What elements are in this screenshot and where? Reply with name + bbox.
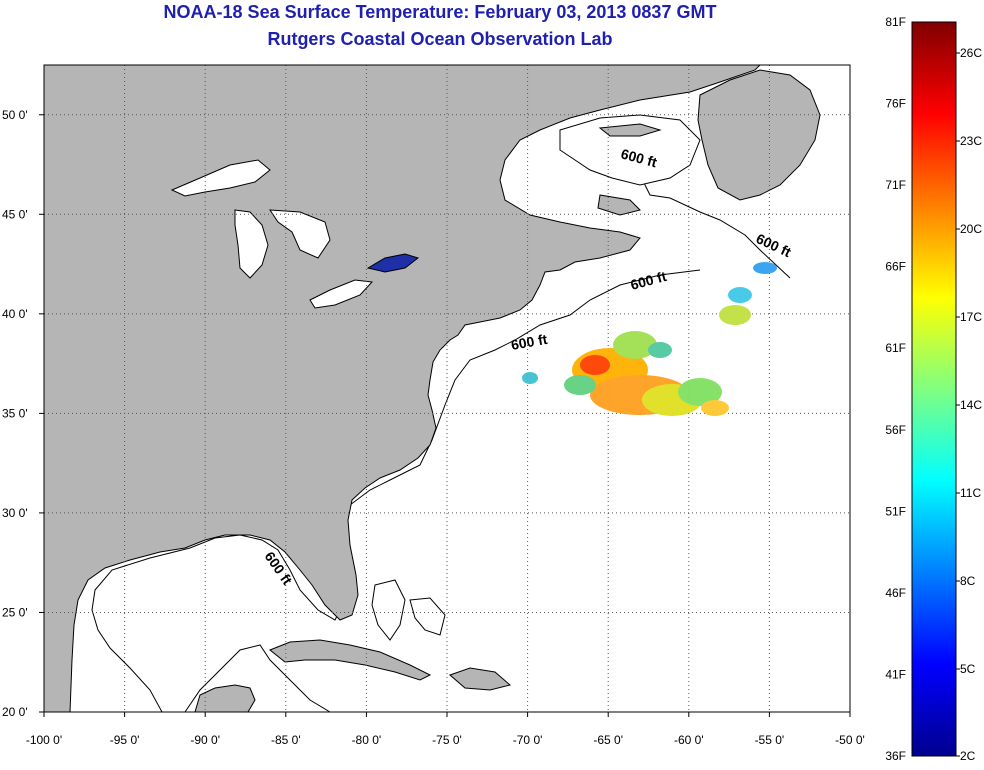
anticosti bbox=[598, 123, 662, 137]
cuba bbox=[269, 639, 432, 681]
north-america-land bbox=[44, 65, 761, 712]
lake-ontario bbox=[366, 253, 420, 273]
lake-superior bbox=[170, 159, 271, 197]
colorbar-c-label: 8C bbox=[960, 574, 976, 588]
colorbar-f-label: 61F bbox=[885, 341, 906, 355]
lake-erie bbox=[309, 279, 374, 309]
colorbar-f-label: 36F bbox=[885, 749, 906, 763]
colorbar-f-label: 81F bbox=[885, 15, 906, 29]
lon-tick-label: -70 0' bbox=[513, 733, 543, 747]
colorbar-c-label: 14C bbox=[960, 398, 982, 412]
lat-tick-label: 20 0' bbox=[2, 705, 28, 719]
depth-label: 600 ft bbox=[510, 331, 549, 353]
lon-tick-label: -85 0' bbox=[271, 733, 301, 747]
lon-tick-label: -100 0' bbox=[26, 733, 62, 747]
colorbar-c-label: 11C bbox=[960, 486, 981, 500]
colorbar-c-label: 23C bbox=[960, 134, 982, 148]
newfoundland bbox=[697, 69, 821, 201]
lon-tick-label: -65 0' bbox=[593, 733, 623, 747]
lon-tick-label: -55 0' bbox=[755, 733, 785, 747]
lat-tick-label: 50 0' bbox=[2, 108, 28, 122]
lat-tick-label: 25 0' bbox=[2, 605, 28, 619]
colorbar-f-label: 51F bbox=[885, 504, 906, 518]
colorbar-c-label: 2C bbox=[960, 749, 976, 763]
lake-michigan bbox=[234, 209, 269, 279]
colorbar-labels: 81F 76F 71F 66F 61F 56F 51F 46F 41F 36F 26C 23C 20C 1… bbox=[885, 15, 982, 763]
colorbar bbox=[911, 21, 957, 757]
lon-tick-label: -75 0' bbox=[432, 733, 462, 747]
colorbar-c-label: 17C bbox=[960, 310, 982, 324]
lake-huron bbox=[269, 209, 331, 259]
colorbar-f-label: 56F bbox=[885, 423, 906, 437]
colorbar-c-label: 26C bbox=[960, 46, 982, 60]
chart-title: NOAA-18 Sea Surface Temperature: Februar… bbox=[163, 2, 717, 22]
hispaniola bbox=[449, 667, 512, 691]
lon-tick-label: -90 0' bbox=[190, 733, 220, 747]
lat-tick-label: 40 0' bbox=[2, 307, 28, 321]
colorbar-f-label: 71F bbox=[885, 178, 906, 192]
yucatan bbox=[194, 684, 256, 712]
prince-edward-area bbox=[597, 194, 641, 216]
bahamas-bank bbox=[371, 579, 446, 641]
gulf-shelf-contour bbox=[184, 644, 331, 712]
axis-labels: -100 0' -95 0' -90 0' -85 0' -80 0' -75 0' -70… bbox=[2, 108, 865, 747]
chart-subtitle: Rutgers Coastal Ocean Observation Lab bbox=[267, 29, 613, 49]
colorbar-c-label: 20C bbox=[960, 222, 982, 236]
lat-tick-label: 30 0' bbox=[2, 506, 28, 520]
lon-tick-label: -95 0' bbox=[110, 733, 140, 747]
lon-tick-label: -60 0' bbox=[674, 733, 704, 747]
colorbar-f-label: 66F bbox=[885, 260, 906, 274]
lon-tick-label: -80 0' bbox=[352, 733, 382, 747]
colorbar-f-label: 76F bbox=[885, 97, 906, 111]
lon-tick-label: -50 0' bbox=[835, 733, 865, 747]
sst-data-overlay bbox=[522, 262, 777, 416]
lat-tick-label: 45 0' bbox=[2, 207, 28, 221]
colorbar-f-label: 46F bbox=[885, 586, 906, 600]
lat-tick-label: 35 0' bbox=[2, 406, 28, 420]
colorbar-f-label: 41F bbox=[885, 667, 906, 681]
colorbar-c-label: 5C bbox=[960, 662, 976, 676]
